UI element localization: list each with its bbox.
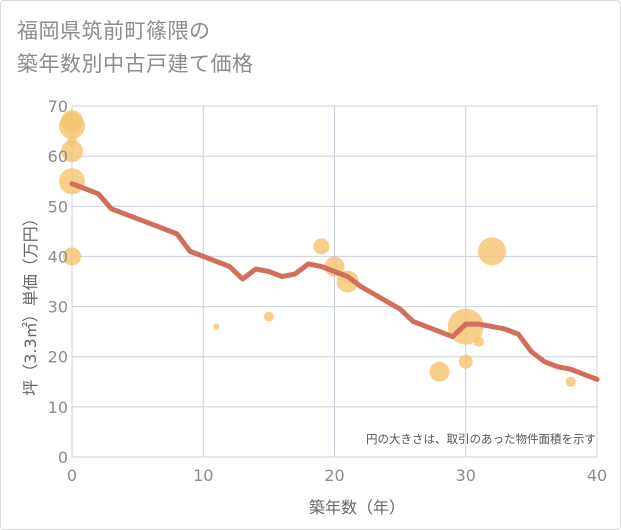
- grid-lines: [71, 105, 598, 458]
- chart-title-line1: 福岡県筑前町篠隈の: [17, 19, 211, 43]
- y-tick-20: 20: [48, 348, 68, 367]
- y-tick-70: 70: [48, 97, 68, 116]
- bubble-point-15: [478, 237, 506, 266]
- bubble-point-5: [63, 247, 81, 266]
- x-tick-10: 10: [193, 466, 213, 485]
- bubble-point-7: [263, 311, 274, 322]
- chart-title: 福岡県筑前町篠隈の 築年数別中古戸建て価格: [17, 15, 254, 81]
- x-axis-title: 築年数（年）: [309, 498, 405, 517]
- trend-layer: [69, 181, 600, 382]
- y-tick-60: 60: [48, 147, 68, 166]
- bubble-point-8: [313, 238, 330, 255]
- y-tick-10: 10: [48, 398, 68, 417]
- x-tick-30: 30: [456, 466, 476, 485]
- bubble-layer: [59, 110, 576, 387]
- tick-labels: 0 10 20 30 40 50 60 70 0 10 20 30 40: [48, 97, 608, 485]
- x-tick-20: 20: [324, 466, 344, 485]
- bubble-point-14: [473, 336, 484, 347]
- x-tick-40: 40: [587, 466, 607, 485]
- chart-title-line2: 築年数別中古戸建て価格: [17, 52, 254, 76]
- bubble-point-6: [213, 323, 220, 330]
- bubble-point-13: [458, 354, 473, 369]
- trend-line: [69, 181, 600, 382]
- bubble-point-3: [61, 140, 83, 163]
- bubble-point-1: [59, 113, 85, 140]
- y-axis-title: 坪（3.3㎡）単価（万円）: [21, 210, 40, 395]
- y-tick-30: 30: [48, 298, 68, 317]
- bubble-size-note: 円の大きさは、取引のあった物件面積を示す: [366, 432, 596, 446]
- y-tick-50: 50: [48, 197, 68, 216]
- y-tick-0: 0: [58, 448, 68, 467]
- x-tick-0: 0: [67, 466, 77, 485]
- bubble-point-11: [429, 361, 450, 382]
- y-tick-40: 40: [48, 247, 68, 266]
- bubble-point-16: [565, 376, 576, 387]
